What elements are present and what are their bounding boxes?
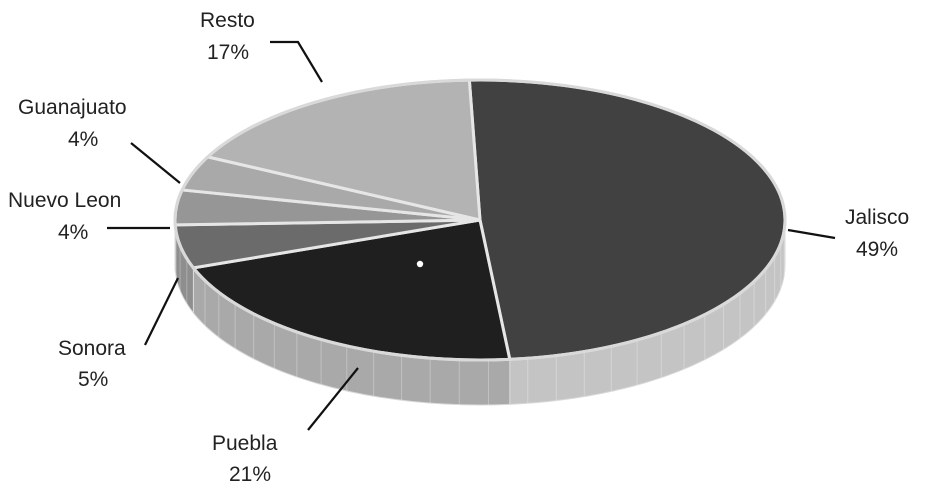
slice-value-nuevo-leon: 4% [58, 221, 88, 244]
slice-label-sonora: Sonora [58, 337, 126, 360]
leader-line-resto [270, 40, 323, 83]
slice-label-jalisco: Jalisco [845, 206, 909, 229]
slice-value-sonora: 5% [78, 368, 108, 391]
leader-line-jalisco [787, 228, 836, 240]
pie-center-dot [416, 260, 424, 268]
leader-line-puebla [307, 367, 359, 431]
leader-line-guanajuato [130, 142, 181, 184]
pie-slices [173, 78, 787, 362]
leader-line-sonora [144, 277, 179, 346]
slice-label-resto: Resto [200, 9, 255, 32]
pie-top-outline [173, 78, 787, 362]
slice-value-resto: 17% [207, 41, 249, 64]
slice-value-puebla: 21% [229, 463, 271, 486]
slice-label-puebla: Puebla [212, 432, 278, 455]
slice-label-nuevo-leon: Nuevo Leon [8, 189, 121, 212]
slice-value-jalisco: 49% [856, 238, 898, 261]
slice-value-guanajuato: 4% [68, 128, 98, 151]
slice-label-guanajuato: Guanajuato [18, 96, 127, 119]
pie-rim [174, 219, 786, 406]
